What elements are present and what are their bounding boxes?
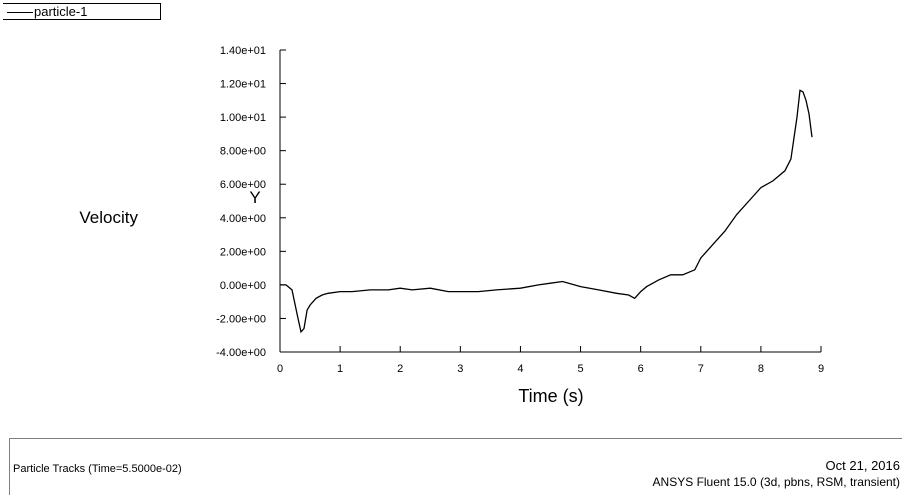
y-tick-label: -4.00e+00 xyxy=(216,347,266,359)
y-axis-label-line1: Y xyxy=(249,188,260,207)
y-tick-label: -2.00e+00 xyxy=(216,313,266,325)
chart-axes xyxy=(279,49,822,353)
x-tick-label: 3 xyxy=(457,363,463,375)
footer-date: Oct 21, 2016 xyxy=(825,458,900,473)
x-tick-label: 9 xyxy=(818,363,824,375)
y-tick-labels: -4.00e+00 -2.00e+00 0.00e+00 2.00e+00 4.00e+… xyxy=(216,45,266,359)
y-tick-label: 8.00e+00 xyxy=(220,146,266,158)
y-tick-label: 1.40e+01 xyxy=(220,45,266,57)
velocity-chart: -4.00e+00 -2.00e+00 0.00e+00 2.00e+00 4.00e+… xyxy=(79,45,824,406)
footer-title: Particle Tracks (Time=5.5000e-02) xyxy=(13,463,182,475)
y-tick-label: 6.00e+00 xyxy=(220,179,266,191)
legend-label: particle-1 xyxy=(34,4,88,19)
x-tick-label: 1 xyxy=(337,363,343,375)
footer-software: ANSYS Fluent 15.0 (3d, pbns, RSM, transi… xyxy=(652,475,900,489)
y-tick-label: 4.00e+00 xyxy=(220,213,266,225)
x-tick-label: 5 xyxy=(577,363,583,375)
y-tick-label: 0.00e+00 xyxy=(220,280,266,292)
x-tick-labels: 0 1 2 3 4 5 6 7 8 9 xyxy=(277,363,824,375)
y-tick-label: 2.00e+00 xyxy=(220,246,266,258)
footer-panel: Particle Tracks (Time=5.5000e-02) Oct 21… xyxy=(9,438,902,495)
x-tick-label: 6 xyxy=(638,363,644,375)
x-tick-label: 0 xyxy=(277,363,283,375)
x-tick-label: 8 xyxy=(758,363,764,375)
x-axis-label: Time (s) xyxy=(518,386,583,406)
legend-swatch xyxy=(7,12,33,13)
x-tick-label: 2 xyxy=(397,363,403,375)
series-line-particle-1 xyxy=(280,89,813,334)
x-tick-label: 4 xyxy=(517,363,523,375)
y-tick-label: 1.20e+01 xyxy=(220,79,266,91)
x-tick-label: 7 xyxy=(698,363,704,375)
y-tick-label: 1.00e+01 xyxy=(220,112,266,124)
legend: particle-1 xyxy=(3,3,161,20)
y-axis-label-line2: Velocity xyxy=(79,208,138,227)
